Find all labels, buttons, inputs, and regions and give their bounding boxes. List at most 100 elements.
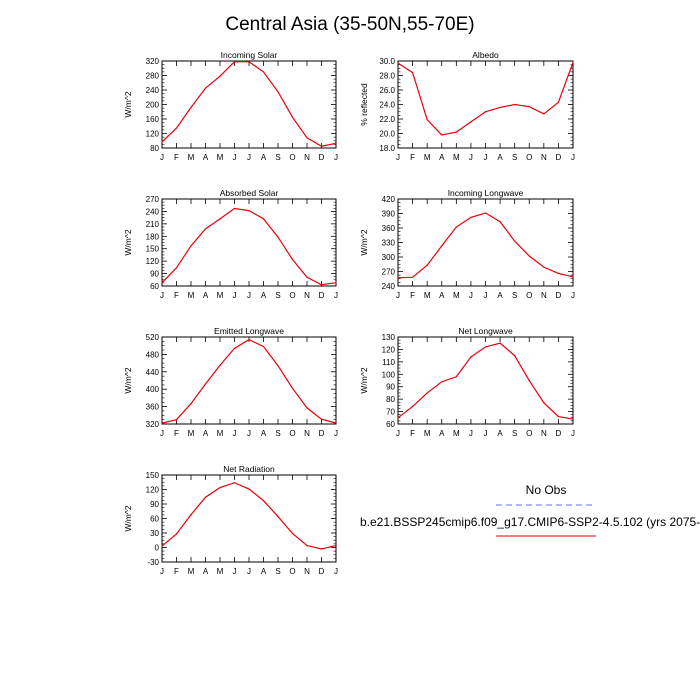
data-point: [233, 61, 236, 63]
y-tick-label: 320: [146, 420, 160, 429]
x-tick-label: S: [275, 429, 280, 438]
legend-model-label: b.e21.BSSP245cmip6.f09_g17.CMIP6-SSP2-4.…: [360, 515, 700, 529]
panel-title: Net Longwave: [458, 326, 513, 336]
data-point: [291, 258, 294, 261]
x-tick-label: M: [188, 567, 195, 576]
data-point: [514, 355, 516, 357]
data-point: [557, 415, 560, 418]
data-point: [277, 515, 279, 518]
data-point: [441, 245, 443, 247]
x-tick-label: A: [261, 567, 267, 576]
data-point: [248, 339, 250, 341]
panel-title: Incoming Solar: [221, 50, 278, 60]
y-tick-label: 270: [146, 195, 160, 204]
y-axis-label: % reflected: [359, 83, 369, 126]
x-tick-label: M: [424, 291, 431, 300]
data-point: [291, 387, 294, 389]
data-point: [572, 418, 574, 420]
x-tick-label: J: [484, 429, 488, 438]
chart-panel: Absorbed Solar W/m^2 60 90 120 150 180 210 240 27…: [123, 188, 338, 300]
x-tick-label: A: [439, 291, 445, 300]
y-tick-label: 60: [150, 515, 159, 524]
y-tick-label: 320: [146, 57, 160, 66]
x-tick-label: A: [203, 153, 209, 162]
x-tick-label: F: [174, 567, 179, 576]
panel-title: Albedo: [472, 50, 499, 60]
data-point: [204, 87, 207, 89]
data-point: [320, 548, 323, 550]
data-point: [306, 137, 308, 139]
x-tick-label: A: [439, 429, 445, 438]
y-tick-label: 30: [150, 529, 159, 538]
x-tick-label: S: [512, 429, 517, 438]
x-tick-label: M: [217, 291, 224, 300]
chart-panel: Incoming Solar W/m^2 80 120 160 200 240 280 320 J…: [123, 50, 338, 162]
x-tick-label: M: [453, 291, 460, 300]
x-tick-label: J: [247, 429, 251, 438]
page-title: Central Asia (35-50N,55-70E): [225, 14, 474, 35]
data-point: [411, 276, 414, 278]
x-tick-label: N: [541, 429, 547, 438]
y-tick-label: 280: [146, 72, 160, 81]
y-axis-label: W/m^2: [123, 505, 133, 531]
y-tick-label: 80: [386, 395, 395, 404]
data-point: [499, 221, 501, 223]
x-tick-label: O: [289, 153, 295, 162]
data-point: [219, 364, 221, 366]
x-tick-label: N: [541, 291, 547, 300]
x-tick-label: J: [233, 153, 237, 162]
y-tick-label: 70: [386, 408, 395, 417]
y-tick-label: 22.0: [379, 115, 395, 124]
x-tick-label: J: [469, 291, 473, 300]
y-tick-label: 60: [150, 282, 159, 291]
data-point: [572, 61, 574, 64]
y-tick-label: 520: [146, 333, 160, 342]
y-tick-label: 100: [382, 370, 396, 379]
data-point: [572, 276, 574, 278]
data-point: [484, 212, 487, 214]
data-point: [335, 282, 337, 284]
y-tick-label: 120: [146, 486, 160, 495]
data-point: [320, 145, 323, 147]
y-tick-label: 90: [150, 270, 159, 279]
series-line: [161, 482, 337, 550]
data-point: [514, 240, 516, 242]
data-point: [277, 91, 279, 93]
y-tick-label: 28.0: [379, 72, 395, 81]
x-tick-label: A: [261, 153, 267, 162]
x-tick-label: S: [512, 291, 517, 300]
chart-panel: Incoming Longwave W/m^2 240 270 300 330 360 390…: [359, 188, 575, 300]
y-axis-label: W/m^2: [123, 91, 133, 117]
data-point: [470, 356, 472, 358]
y-axis-label: W/m^2: [123, 229, 133, 255]
data-point: [455, 131, 457, 133]
data-point: [219, 75, 221, 77]
x-tick-label: J: [233, 567, 237, 576]
x-tick-label: J: [334, 429, 338, 438]
x-tick-label: J: [233, 429, 237, 438]
y-tick-label: 120: [146, 130, 160, 139]
y-tick-label: 26.0: [379, 86, 395, 95]
x-tick-label: S: [512, 153, 517, 162]
x-tick-label: M: [188, 153, 195, 162]
plot-frame: [161, 198, 337, 287]
data-point: [426, 119, 428, 121]
plot-frame: [397, 336, 574, 425]
data-point: [528, 255, 530, 257]
x-tick-label: S: [275, 291, 280, 300]
y-tick-label: 30.0: [379, 57, 395, 66]
y-tick-label: 110: [382, 358, 395, 367]
x-tick-label: A: [203, 567, 209, 576]
y-axis-label: W/m^2: [359, 229, 369, 255]
y-tick-label: 240: [382, 282, 396, 291]
x-tick-label: S: [275, 153, 280, 162]
x-tick-label: A: [439, 153, 445, 162]
data-point: [426, 392, 428, 394]
x-tick-label: D: [319, 567, 325, 576]
x-tick-label: J: [571, 291, 575, 300]
series-line: [161, 61, 337, 147]
series-line: [161, 207, 337, 286]
data-point: [543, 266, 545, 268]
y-tick-label: 24.0: [379, 101, 395, 110]
